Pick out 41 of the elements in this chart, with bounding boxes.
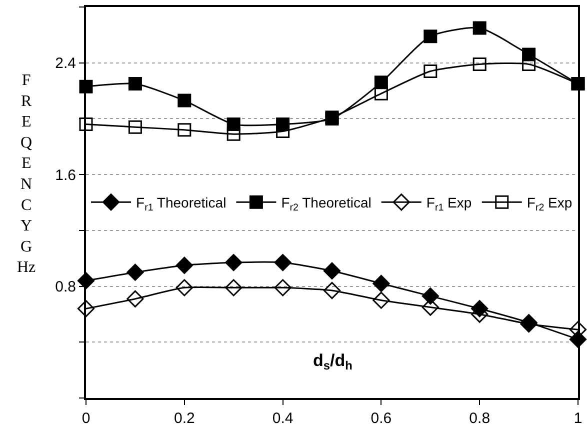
y-tick-label: 0.8 bbox=[55, 278, 76, 296]
point bbox=[274, 254, 292, 272]
x-tick-label: 0 bbox=[82, 410, 90, 427]
point bbox=[374, 86, 388, 100]
point bbox=[424, 30, 438, 44]
y-tick-label: 2.4 bbox=[55, 55, 76, 72]
legend-label: F$_{r2}$ Theoretical bbox=[281, 194, 372, 214]
point bbox=[472, 58, 486, 71]
x-axis-title: d$_{s}$/d$_{h}$ bbox=[313, 351, 352, 373]
point bbox=[178, 94, 192, 108]
point bbox=[424, 64, 438, 78]
legend-label: F$_{r2}$ Exp bbox=[526, 194, 572, 214]
point bbox=[178, 123, 192, 137]
point bbox=[226, 127, 240, 141]
point bbox=[372, 292, 390, 309]
y-tick-label: 1.6 bbox=[55, 166, 76, 184]
point bbox=[323, 282, 341, 300]
point bbox=[126, 290, 144, 308]
x-tick-label: 0.4 bbox=[272, 410, 294, 427]
point bbox=[323, 262, 341, 280]
point bbox=[225, 254, 242, 272]
point bbox=[176, 279, 193, 296]
text: FREQENCY G Hz bbox=[17, 72, 36, 276]
point bbox=[79, 118, 93, 132]
point bbox=[422, 288, 439, 305]
x-tick-label: 0.6 bbox=[370, 410, 392, 427]
point bbox=[128, 77, 142, 91]
point bbox=[128, 120, 142, 134]
point bbox=[274, 279, 292, 296]
point bbox=[225, 279, 242, 296]
point bbox=[176, 256, 193, 274]
point bbox=[372, 274, 390, 292]
legend-label: F$_{r1}$ Theoretical bbox=[136, 194, 226, 214]
point bbox=[77, 300, 95, 318]
point bbox=[522, 58, 536, 71]
x-tick-label: 1 bbox=[574, 410, 582, 427]
legend-label: F$_{r1}$ Exp bbox=[426, 194, 472, 214]
point bbox=[472, 21, 486, 35]
x-tick-label: 0.2 bbox=[174, 410, 195, 427]
point bbox=[126, 264, 144, 281]
x-tick-label: 0.8 bbox=[469, 410, 490, 427]
